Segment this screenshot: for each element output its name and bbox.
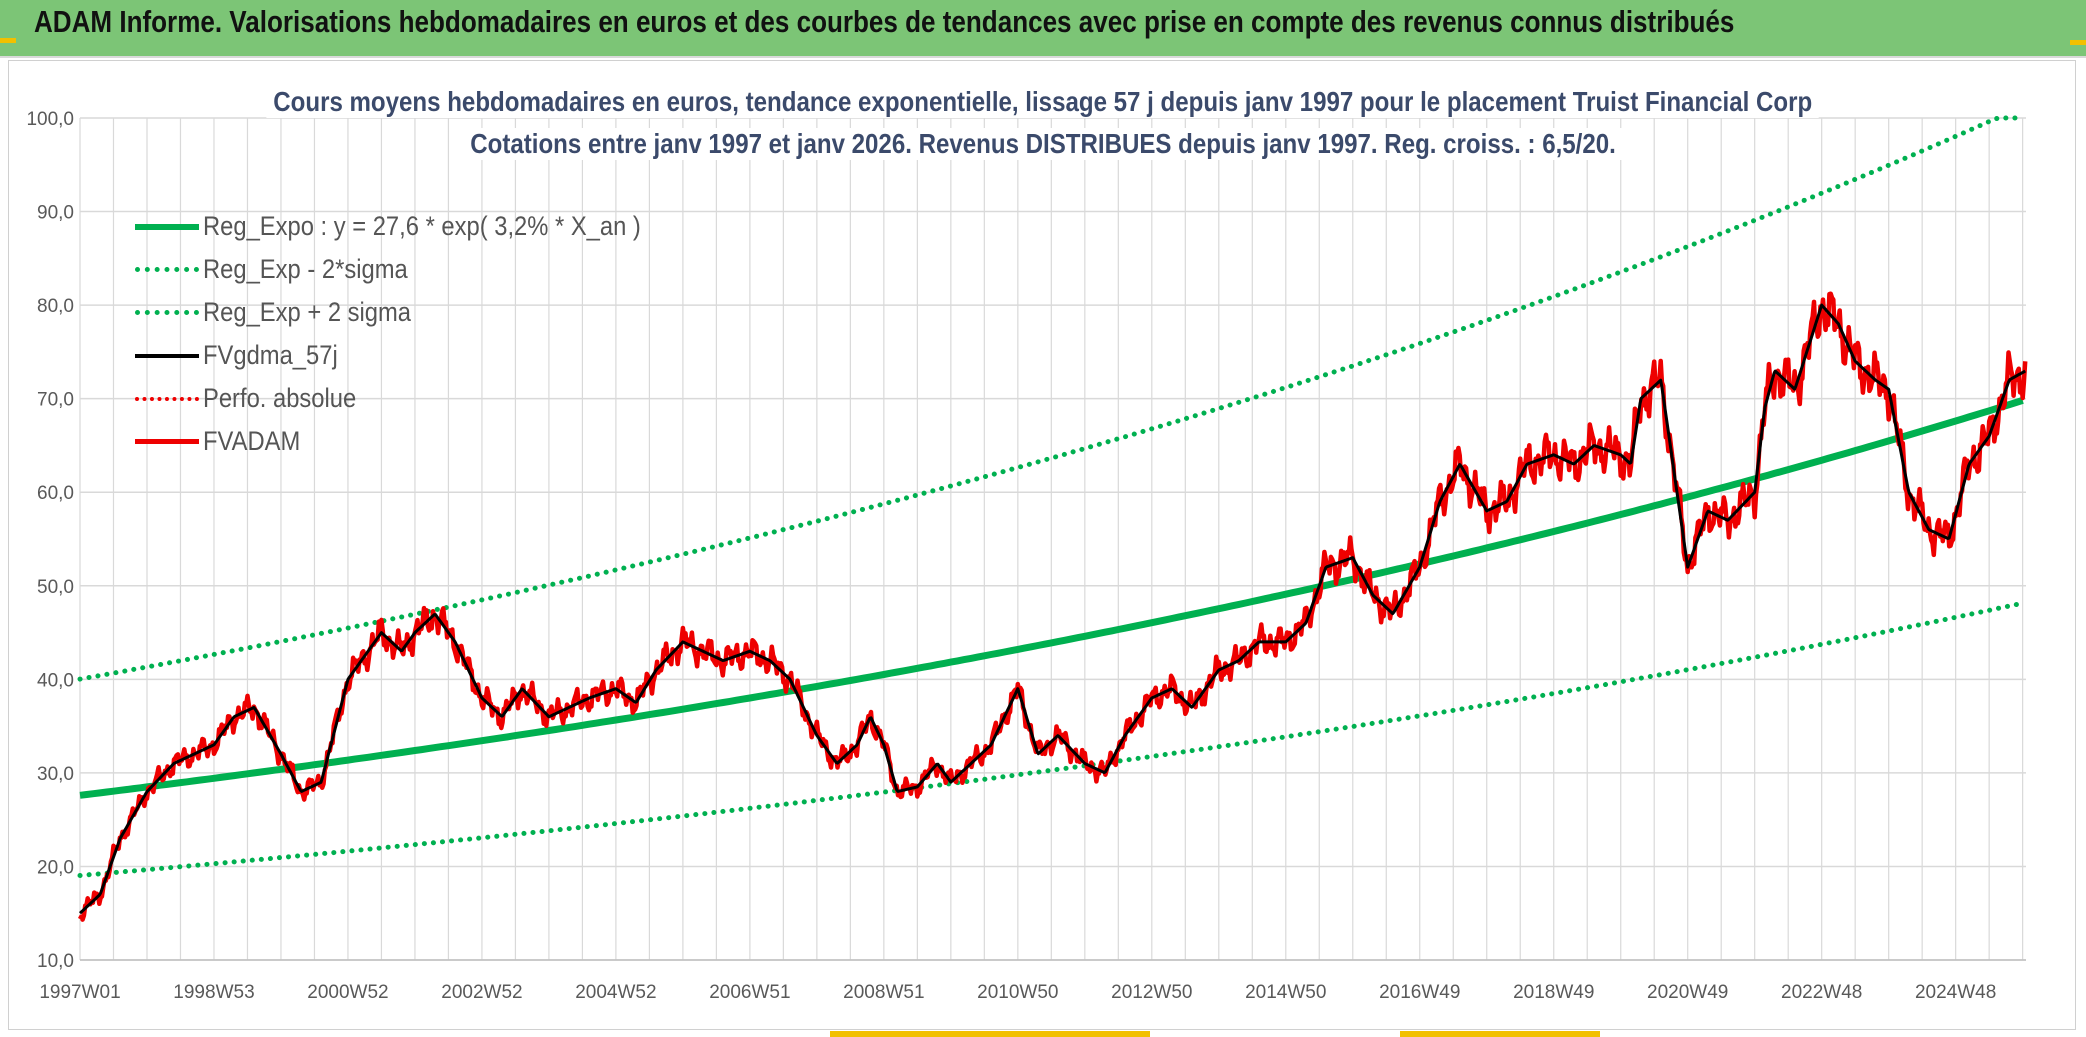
chart-frame: [8, 60, 2076, 1030]
series-reg-exp-plus-2sigma: [77, 115, 2026, 682]
legend-item-perfo: Perfo. absolue: [135, 377, 701, 420]
x-tick-label: 2014W50: [1245, 982, 1326, 1003]
x-tick-label: 2022W48: [1781, 982, 1862, 1003]
corner-marker: [0, 38, 16, 43]
y-tick-label: 20,0: [37, 857, 74, 878]
x-tick-label: 1997W01: [39, 982, 120, 1003]
y-tick-label: 80,0: [37, 296, 74, 317]
legend-label-reg-expo: Reg_Expo : y = 27,6 * exp( 3,2% * X_an ): [203, 211, 641, 241]
legend-swatch-reg-plus: [135, 310, 199, 315]
legend-item-reg-plus: Reg_Exp + 2 sigma: [135, 291, 701, 334]
y-tick-label: 30,0: [37, 764, 74, 785]
x-tick-label: 2004W52: [575, 982, 656, 1003]
chart-subtitle-wrap: Cotations entre janv 1997 et janv 2026. …: [0, 128, 2086, 160]
legend-item-reg-expo: Reg_Expo : y = 27,6 * exp( 3,2% * X_an ): [135, 205, 701, 248]
legend-swatch-fvadam: [135, 439, 199, 444]
x-tick-label: 2012W50: [1111, 982, 1192, 1003]
legend-label-perfo: Perfo. absolue: [203, 383, 357, 413]
y-tick-label: 60,0: [37, 483, 74, 504]
x-tick-label: 2024W48: [1915, 982, 1996, 1003]
x-tick-label: 2000W52: [307, 982, 388, 1003]
x-tick-label: 2016W49: [1379, 982, 1460, 1003]
y-tick-label: 10,0: [37, 951, 74, 972]
legend: Reg_Expo : y = 27,6 * exp( 3,2% * X_an )…: [135, 205, 701, 463]
x-tick-label: 2020W49: [1647, 982, 1728, 1003]
legend-label-fvgdma: FVgdma_57j: [203, 340, 338, 370]
x-tick-label: 2018W49: [1513, 982, 1594, 1003]
y-tick-label: 90,0: [37, 203, 74, 224]
x-tick-label: 2002W52: [441, 982, 522, 1003]
x-tick-label: 2006W51: [709, 982, 790, 1003]
legend-swatch-fvgdma: [135, 353, 199, 358]
y-tick-label: 70,0: [37, 390, 74, 411]
x-tick-label: 2010W50: [977, 982, 1058, 1003]
header-title: ADAM Informe. Valorisations hebdomadaire…: [34, 4, 1735, 39]
series-reg-expo: [79, 397, 2024, 799]
legend-item-reg-minus: Reg_Exp - 2*sigma: [135, 248, 701, 291]
chart-subtitle: Cotations entre janv 1997 et janv 2026. …: [463, 128, 1623, 160]
x-tick-label: 2008W51: [843, 982, 924, 1003]
legend-label-reg-plus: Reg_Exp + 2 sigma: [203, 297, 412, 327]
x-tick-label: 1998W53: [173, 982, 254, 1003]
chart-title: Cours moyens hebdomadaires en euros, ten…: [266, 86, 1820, 118]
corner-marker: [2070, 40, 2086, 45]
y-tick-label: 40,0: [37, 670, 74, 691]
legend-swatch-reg-expo: [135, 223, 199, 230]
axes: 10,0 20,0 30,0 40,0 50,0 60,0 70,0 80,0 90,0 100,…: [26, 109, 2026, 1003]
header-banner: ADAM Informe. Valorisations hebdomadaire…: [0, 0, 2086, 58]
bottom-marker: [1400, 1031, 1600, 1037]
y-tick-label: 50,0: [37, 577, 74, 598]
legend-item-fvadam: FVADAM: [135, 420, 701, 463]
series-reg-exp-minus-2sigma: [77, 600, 2026, 878]
series-fvgdma-57j: [78, 303, 2026, 915]
legend-item-fvgdma: FVgdma_57j: [135, 334, 701, 377]
series-layer: [77, 115, 2028, 922]
y-tick-label: 100,0: [26, 109, 74, 130]
legend-label-fvadam: FVADAM: [203, 426, 301, 456]
legend-swatch-perfo: [135, 396, 199, 401]
legend-swatch-reg-minus: [135, 267, 199, 272]
bottom-marker: [830, 1031, 1150, 1037]
chart-title-wrap: Cours moyens hebdomadaires en euros, ten…: [0, 86, 2086, 118]
legend-label-reg-minus: Reg_Exp - 2*sigma: [203, 254, 408, 284]
